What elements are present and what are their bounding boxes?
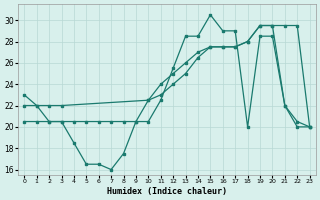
X-axis label: Humidex (Indice chaleur): Humidex (Indice chaleur) [107, 187, 227, 196]
